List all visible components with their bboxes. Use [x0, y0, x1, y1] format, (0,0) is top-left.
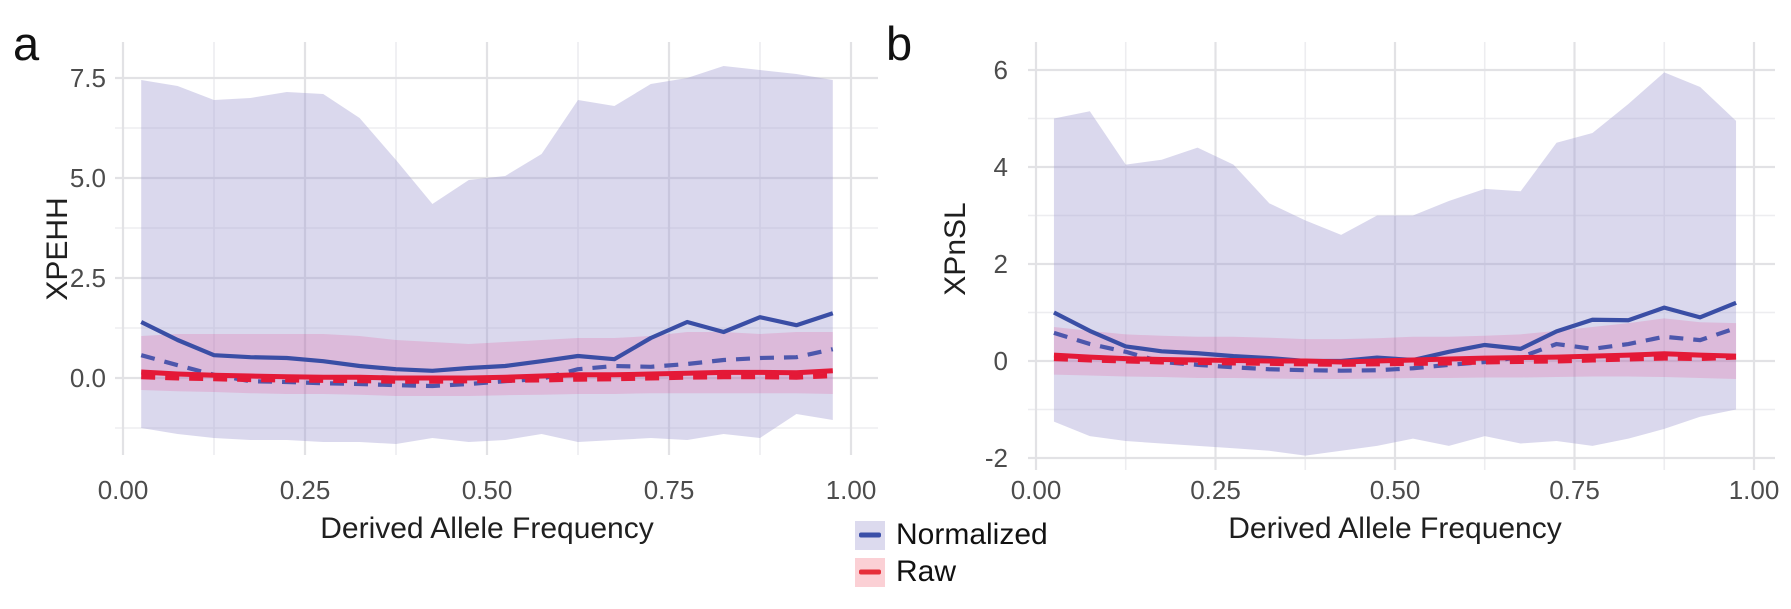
ribbon-normalized-range-a: [141, 66, 833, 444]
line-raw-dashed-b: [1053, 354, 1737, 367]
y-tick-label-a: 2.5: [70, 263, 106, 293]
panel-b-x-axis-title: Derived Allele Frequency: [1228, 512, 1562, 545]
line-raw-solid-a: [141, 368, 833, 381]
x-tick-label-a: 0.75: [644, 475, 695, 505]
line-normalized-solid-a: [140, 311, 834, 373]
line-normalized-dashed-b: [1053, 326, 1737, 373]
x-tick-label-a: 1.00: [826, 475, 877, 505]
y-tick-label-b: 2: [994, 249, 1008, 279]
legend-swatch-raw: [855, 557, 885, 587]
legend-label-normalized: Normalized: [896, 518, 1048, 551]
x-tick-label-b: 0.25: [1190, 475, 1241, 505]
y-tick-label-a: 5.0: [70, 163, 106, 193]
legend-swatch-normalized: [855, 520, 885, 550]
x-tick-label-a: 0.00: [98, 475, 149, 505]
y-tick-label-b: 0: [994, 346, 1008, 376]
legend-line-raw: [859, 569, 881, 575]
panel-a: 0.0 2.5 5.0 7.5 0.00 0.25 0.50 0.75 1.00: [70, 42, 878, 505]
legend-line-normalized: [859, 532, 881, 538]
panel-b: -2 0 2 4 6 0.00 0.25 0.50 0.75 1.00: [985, 42, 1779, 505]
x-tick-label-b: 0.75: [1549, 475, 1600, 505]
legend-item-raw: Raw: [855, 557, 1048, 587]
legend: Normalized Raw: [855, 520, 1048, 587]
y-tick-label-a: 7.5: [70, 63, 106, 93]
x-tick-label-b: 0.50: [1370, 475, 1421, 505]
panel-a-letter: a: [13, 17, 40, 70]
panel-b-letter: b: [886, 17, 913, 70]
y-tick-label-b: 6: [994, 55, 1008, 85]
y-tick-label-b: 4: [994, 152, 1008, 182]
x-tick-label-b: 0.00: [1011, 475, 1062, 505]
legend-label-raw: Raw: [896, 555, 957, 588]
x-tick-label-a: 0.25: [280, 475, 331, 505]
line-raw-solid-b: [1053, 351, 1737, 365]
panel-a-y-axis-title: XPEHH: [41, 197, 74, 301]
y-tick-label-a: 0.0: [70, 363, 106, 393]
x-tick-label-a: 0.50: [462, 475, 513, 505]
legend-item-normalized: Normalized: [855, 520, 1048, 550]
y-tick-label-b: -2: [985, 443, 1008, 473]
panel-b-y-axis-title: XPnSL: [939, 202, 972, 296]
line-raw-dashed-a: [141, 373, 833, 384]
panel-a-x-axis-title: Derived Allele Frequency: [320, 512, 654, 545]
x-tick-label-b: 1.00: [1729, 475, 1780, 505]
